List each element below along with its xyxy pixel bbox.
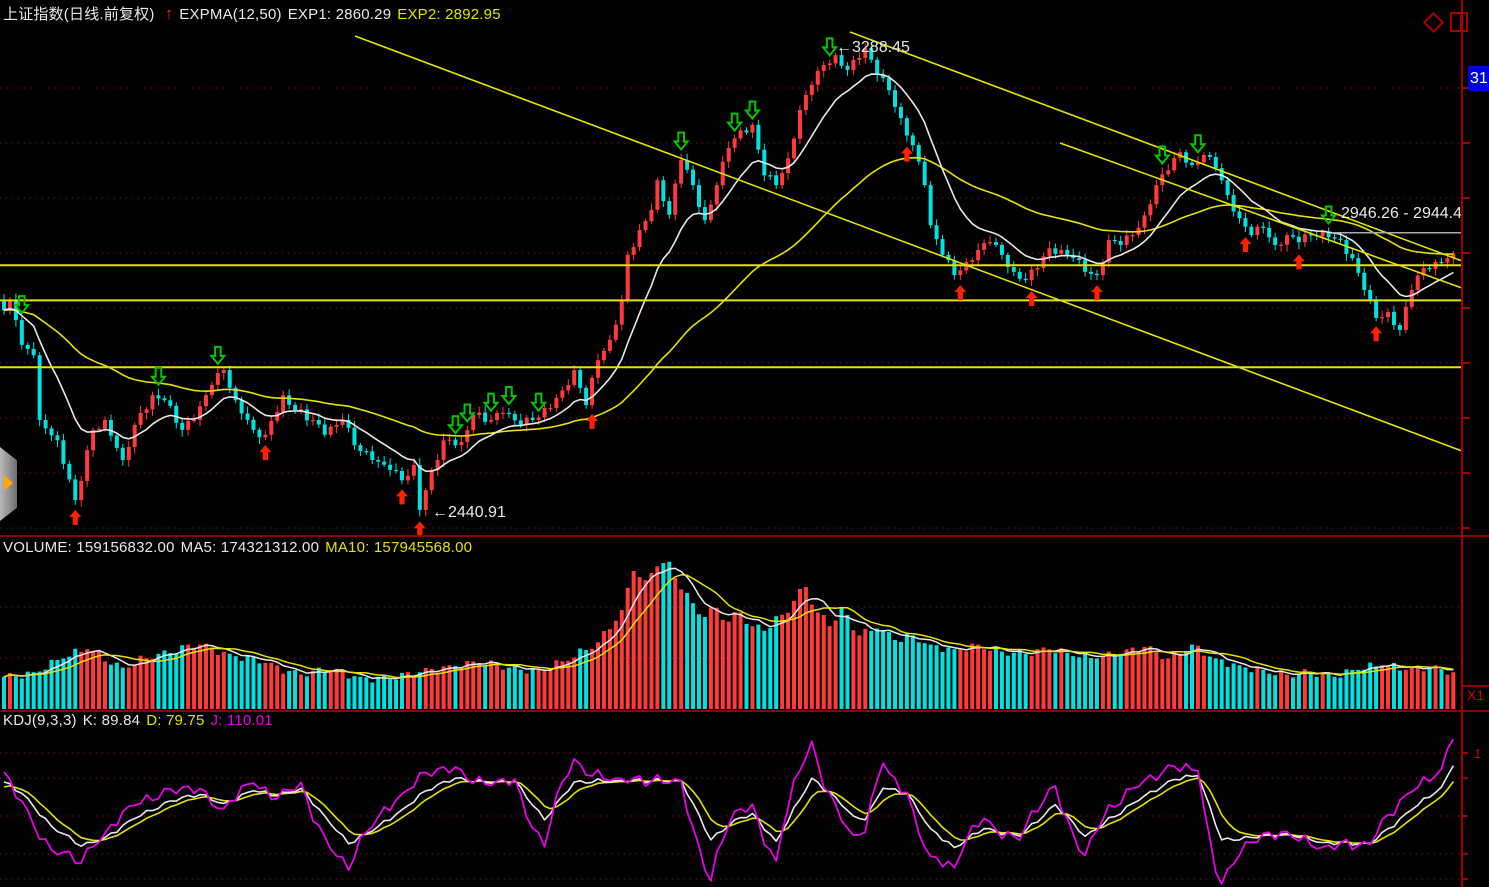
kdj-k-value: K: 89.84 — [82, 712, 141, 729]
svg-text:2946.26 - 2944.4: 2946.26 - 2944.4 — [1341, 205, 1462, 222]
left-panel-expand-tab[interactable] — [0, 447, 17, 521]
split-window-icon[interactable] — [1450, 12, 1468, 32]
volume-ma10-value: MA10: 157945568.00 — [325, 539, 473, 556]
symbol-title[interactable]: 上证指数(日线.前复权) — [3, 6, 155, 23]
volume-scale-label: X1 — [1467, 687, 1485, 703]
kdj-j-value: J: 110.01 — [210, 712, 273, 729]
exp1-value: EXP1: 2860.29 — [287, 6, 392, 23]
exp2-value: EXP2: 2892.95 — [397, 6, 501, 23]
svg-text:←2440.91: ←2440.91 — [432, 504, 506, 521]
up-arrow-icon: ↑ — [164, 4, 174, 23]
kdj-panel-header: KDJ(9,3,3) K: 89.84 D: 79.75 J: 110.01 — [3, 712, 279, 729]
main-chart-header: 上证指数(日线.前复权) ↑ EXPMA(12,50) EXP1: 2860.29 EX… — [3, 3, 507, 24]
kdj-label[interactable]: KDJ(9,3,3) — [3, 712, 77, 729]
expand-arrow-icon — [4, 475, 13, 491]
price-level-badge: 31 — [1468, 66, 1489, 91]
indicator-label[interactable]: EXPMA(12,50) — [179, 6, 282, 23]
kdj-d-value: D: 79.75 — [146, 712, 205, 729]
svg-text:←3288.45: ←3288.45 — [836, 39, 910, 56]
volume-panel-header: VOLUME: 159156832.00 MA5: 174321312.00 MA1… — [3, 539, 478, 556]
kdj-axis-label: 1 — [1474, 746, 1482, 761]
volume-value[interactable]: VOLUME: 159156832.00 — [3, 539, 175, 556]
volume-ma5-value: MA5: 174321312.00 — [180, 539, 320, 556]
